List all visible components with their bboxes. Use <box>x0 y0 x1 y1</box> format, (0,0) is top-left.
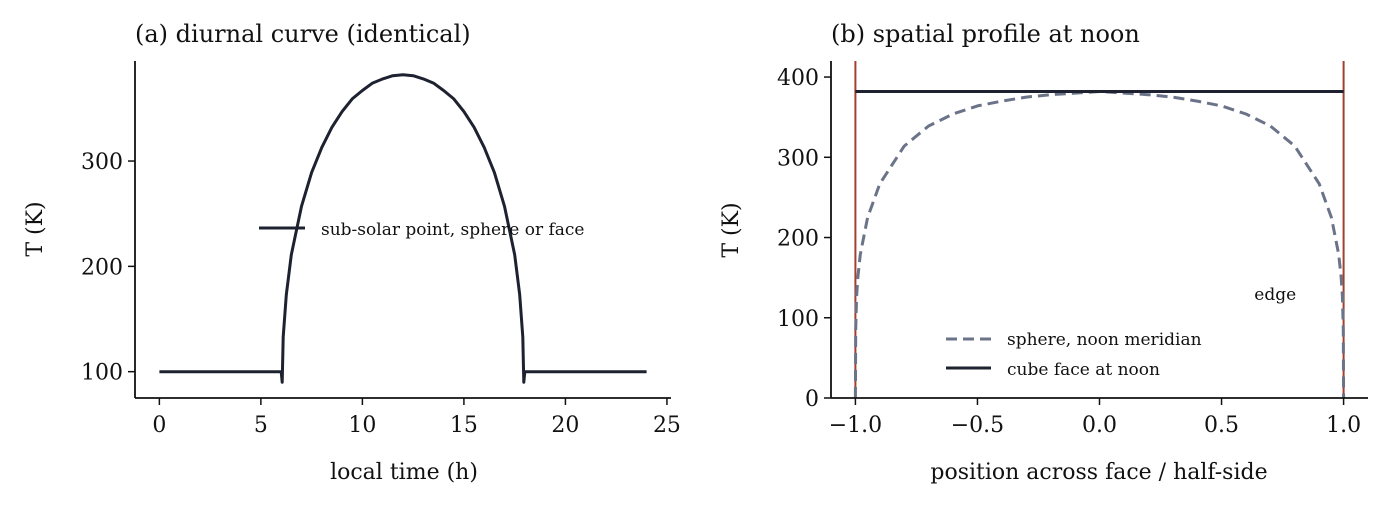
y-tick-label: 0 <box>805 387 819 412</box>
panel-a-x-ticks: 0 5 10 15 20 25 <box>152 398 681 438</box>
x-tick-label: 10 <box>348 413 376 438</box>
x-tick-label: 15 <box>450 413 478 438</box>
panel-a-x-axis-label: local time (h) <box>330 460 478 485</box>
panel-b-legend: sphere, noon meridian cube face at noon <box>946 330 1202 380</box>
x-tick-label: 20 <box>551 413 579 438</box>
x-tick-label: 0 <box>152 413 166 438</box>
panel-b-spatial-profile: (b) spatial profile at noon −1.0 −0.5 0.0 0… <box>719 20 1368 485</box>
y-tick-label: 200 <box>81 255 123 280</box>
legend-label-sphere: sphere, noon meridian <box>1007 330 1202 350</box>
panel-b-title: (b) spatial profile at noon <box>831 20 1140 48</box>
panel-a-y-ticks: 100 200 300 <box>81 150 135 386</box>
x-tick-label: 1.0 <box>1326 413 1361 438</box>
x-tick-label: −1.0 <box>829 413 882 438</box>
panel-b-x-ticks: −1.0 −0.5 0.0 0.5 1.0 <box>829 398 1361 438</box>
y-tick-label: 200 <box>777 227 819 252</box>
y-tick-label: 100 <box>81 361 123 386</box>
panel-a-axes <box>134 61 671 399</box>
x-tick-label: 5 <box>254 413 268 438</box>
y-tick-label: 400 <box>777 66 819 91</box>
x-tick-label: −0.5 <box>951 413 1004 438</box>
x-tick-label: 25 <box>653 413 681 438</box>
legend-label-cube: cube face at noon <box>1007 360 1160 380</box>
panel-a-title: (a) diurnal curve (identical) <box>135 20 471 48</box>
y-tick-label: 300 <box>777 146 819 171</box>
panel-a-legend: sub-solar point, sphere or face <box>259 220 584 240</box>
panel-a-diurnal-curve: (a) diurnal curve (identical) 0 5 10 15 20 25… <box>23 20 681 485</box>
panel-a-plot-lines <box>159 73 647 384</box>
panel-b-plot-lines <box>853 61 1346 399</box>
series-line-sub-solar-point-sphere-or-face <box>159 73 647 384</box>
x-tick-label: 0.5 <box>1204 413 1239 438</box>
panel-b-x-axis-label: position across face / half-side <box>930 460 1267 485</box>
panel-b-y-axis-label: T (K) <box>719 202 744 257</box>
panel-a-y-axis-label: T (K) <box>23 201 48 256</box>
y-tick-label: 100 <box>777 307 819 332</box>
x-tick-label: 0.0 <box>1082 413 1117 438</box>
edge-annotation: edge <box>1254 285 1296 305</box>
panel-b-y-ticks: 0 100 200 300 400 <box>777 66 831 412</box>
legend-label-sub-solar: sub-solar point, sphere or face <box>321 220 584 240</box>
y-tick-label: 300 <box>81 150 123 175</box>
